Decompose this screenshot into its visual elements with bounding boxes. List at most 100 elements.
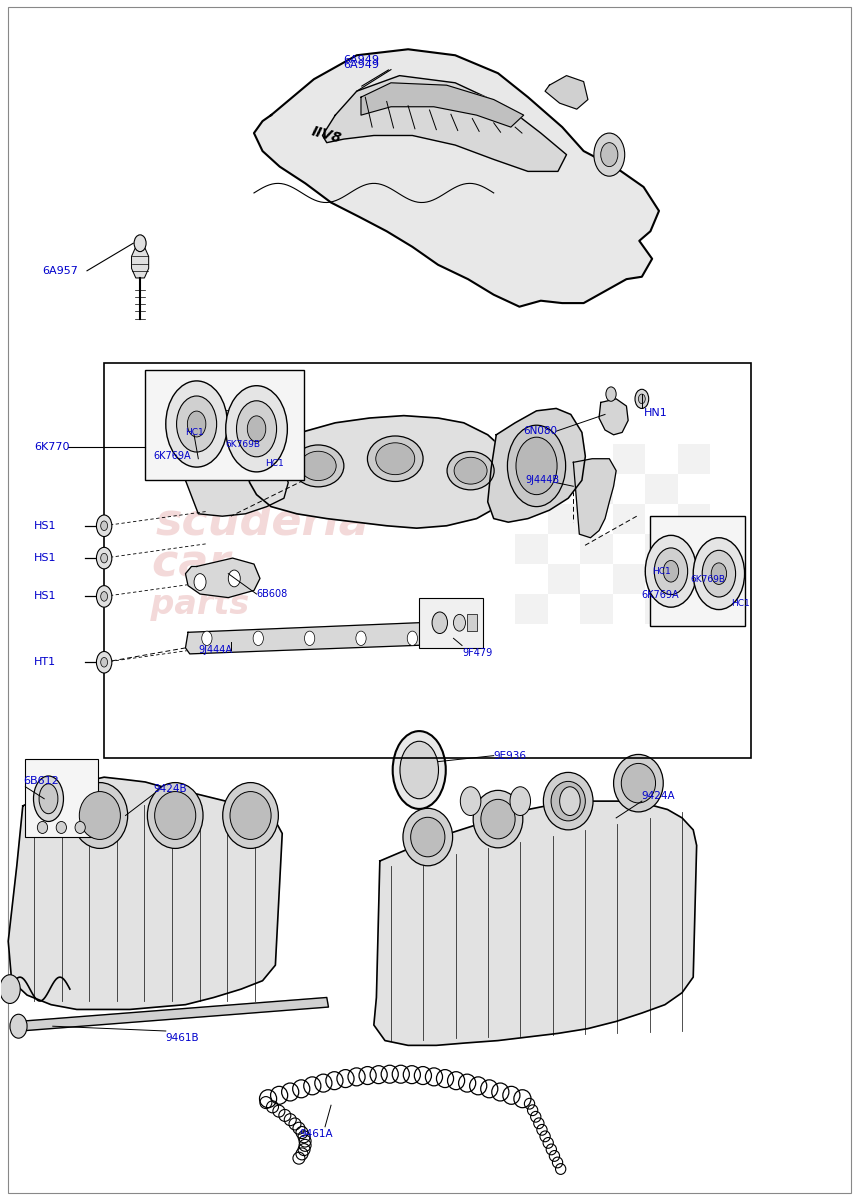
Bar xyxy=(186,409,267,438)
Bar xyxy=(515,534,548,564)
Ellipse shape xyxy=(37,822,47,834)
Text: 6A949: 6A949 xyxy=(343,60,379,70)
Text: 6N080: 6N080 xyxy=(524,426,557,436)
Ellipse shape xyxy=(516,437,557,494)
Polygon shape xyxy=(186,458,289,516)
Ellipse shape xyxy=(447,451,494,490)
Ellipse shape xyxy=(155,792,196,840)
Ellipse shape xyxy=(454,457,487,484)
Bar xyxy=(612,564,645,594)
Bar xyxy=(678,474,710,504)
Circle shape xyxy=(166,380,228,467)
Circle shape xyxy=(101,658,107,667)
Circle shape xyxy=(134,235,146,252)
Bar xyxy=(104,362,751,758)
Ellipse shape xyxy=(411,817,445,857)
Circle shape xyxy=(560,787,580,816)
Text: HN1: HN1 xyxy=(643,408,667,419)
Circle shape xyxy=(407,631,417,646)
Circle shape xyxy=(655,548,688,595)
Bar xyxy=(678,564,710,594)
Text: 6K769A: 6K769A xyxy=(642,589,679,600)
Bar xyxy=(467,614,478,631)
Circle shape xyxy=(510,787,531,816)
Bar xyxy=(645,444,678,474)
Text: 9J444B: 9J444B xyxy=(526,475,559,485)
Circle shape xyxy=(645,535,697,607)
Bar xyxy=(645,474,678,504)
Text: 9F479: 9F479 xyxy=(462,648,492,658)
Bar xyxy=(612,504,645,534)
Text: HC1: HC1 xyxy=(652,566,671,576)
Polygon shape xyxy=(545,76,588,109)
Ellipse shape xyxy=(481,799,515,839)
Bar xyxy=(580,594,612,624)
Circle shape xyxy=(356,631,366,646)
Bar xyxy=(580,534,612,564)
Circle shape xyxy=(226,385,288,472)
Polygon shape xyxy=(361,83,524,127)
Text: 6B612: 6B612 xyxy=(23,775,58,786)
Bar xyxy=(515,594,548,624)
Bar xyxy=(580,564,612,594)
Bar xyxy=(612,534,645,564)
Polygon shape xyxy=(186,558,260,598)
Bar xyxy=(548,504,580,534)
Bar xyxy=(678,594,710,624)
Polygon shape xyxy=(19,997,328,1031)
Text: 9E936: 9E936 xyxy=(494,751,527,761)
Bar xyxy=(580,504,612,534)
Circle shape xyxy=(0,974,21,1003)
Text: HC1: HC1 xyxy=(186,427,204,437)
Ellipse shape xyxy=(613,755,663,812)
Bar xyxy=(548,594,580,624)
Circle shape xyxy=(304,631,314,646)
Bar xyxy=(612,444,645,474)
Text: HS1: HS1 xyxy=(34,553,57,563)
Polygon shape xyxy=(9,778,283,1009)
Circle shape xyxy=(693,538,745,610)
Bar xyxy=(515,474,548,504)
Ellipse shape xyxy=(300,451,336,480)
Bar xyxy=(26,760,98,838)
Ellipse shape xyxy=(34,776,64,822)
Bar xyxy=(645,564,678,594)
Ellipse shape xyxy=(544,773,593,830)
Ellipse shape xyxy=(79,792,120,840)
Text: 9J444A: 9J444A xyxy=(198,646,232,655)
Polygon shape xyxy=(322,76,566,172)
Bar xyxy=(645,534,678,564)
Ellipse shape xyxy=(403,809,453,865)
Circle shape xyxy=(606,386,616,401)
Text: 6K769B: 6K769B xyxy=(226,439,261,449)
Circle shape xyxy=(253,631,264,646)
Text: 6K769A: 6K769A xyxy=(154,451,192,461)
Ellipse shape xyxy=(56,822,66,834)
Circle shape xyxy=(594,133,624,176)
Ellipse shape xyxy=(222,782,278,848)
Ellipse shape xyxy=(621,763,655,803)
Text: IIV8: IIV8 xyxy=(309,125,343,145)
Text: HC1: HC1 xyxy=(265,458,283,468)
Ellipse shape xyxy=(39,784,58,814)
Circle shape xyxy=(194,574,206,590)
Circle shape xyxy=(247,416,265,442)
Bar xyxy=(645,594,678,624)
Text: 6B608: 6B608 xyxy=(257,589,288,599)
Bar xyxy=(548,474,580,504)
Ellipse shape xyxy=(230,792,271,840)
Bar xyxy=(650,516,745,626)
Ellipse shape xyxy=(368,436,423,481)
Text: HC1: HC1 xyxy=(731,599,750,608)
Circle shape xyxy=(187,412,206,437)
Bar xyxy=(678,534,710,564)
Circle shape xyxy=(101,592,107,601)
Circle shape xyxy=(96,547,112,569)
Polygon shape xyxy=(599,398,628,434)
Text: 6A949: 6A949 xyxy=(343,55,379,65)
Bar xyxy=(515,504,548,534)
Circle shape xyxy=(101,521,107,530)
Bar xyxy=(515,564,548,594)
Bar xyxy=(612,474,645,504)
Text: 6K769B: 6K769B xyxy=(691,575,726,584)
